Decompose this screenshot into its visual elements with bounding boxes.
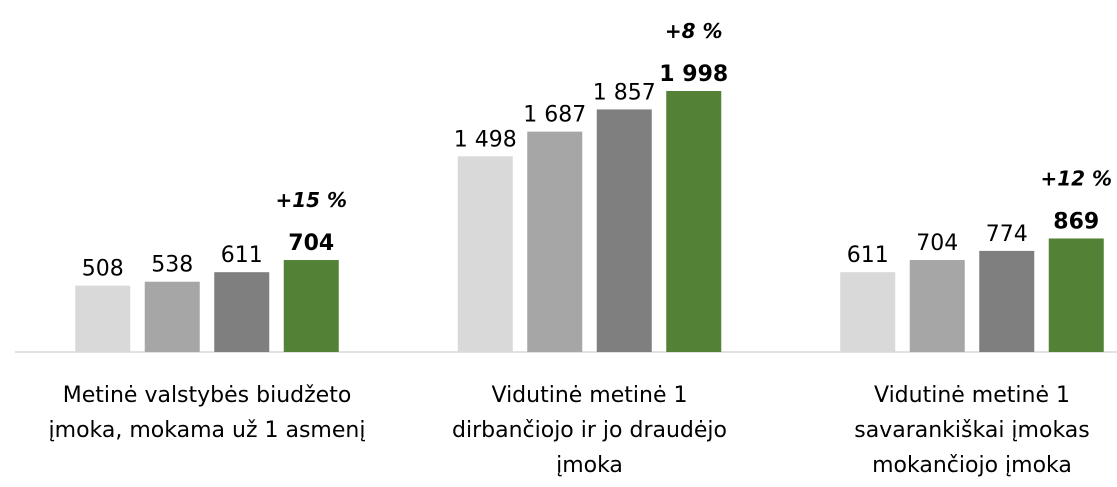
x-tick-label: Vidutinė metinė 1 savarankiškai įmokas m… <box>854 383 1090 478</box>
value-label: 1 498 <box>454 127 517 152</box>
bar <box>75 285 131 352</box>
value-label: 538 <box>151 253 193 278</box>
x-tick-label: Metinė valstybės biudžeto įmoka, mokama … <box>48 383 366 443</box>
bar <box>144 281 200 352</box>
bar <box>596 109 652 353</box>
bar <box>457 156 513 352</box>
value-label: 611 <box>221 243 263 268</box>
value-label: 508 <box>82 257 124 282</box>
value-label: 611 <box>847 243 889 268</box>
bar <box>527 131 583 352</box>
value-label: 1 998 <box>659 62 728 87</box>
bar <box>214 272 270 352</box>
value-label: 774 <box>986 222 1028 247</box>
bar <box>666 91 722 352</box>
bar <box>283 260 339 352</box>
annotation: +15 % <box>275 188 347 212</box>
bar <box>979 250 1035 352</box>
bar <box>909 260 965 352</box>
annotation: +12 % <box>1040 166 1112 190</box>
x-tick-label: Vidutinė metinė 1 dirbančiojo ir jo drau… <box>452 383 727 478</box>
value-label: 1 857 <box>593 80 656 105</box>
annotation: +8 % <box>665 19 723 43</box>
value-label: 704 <box>288 231 334 256</box>
bar <box>1048 238 1104 352</box>
value-label: 1 687 <box>523 103 586 128</box>
value-label: 869 <box>1053 209 1099 234</box>
value-label: 704 <box>916 231 958 256</box>
bar <box>840 272 896 352</box>
